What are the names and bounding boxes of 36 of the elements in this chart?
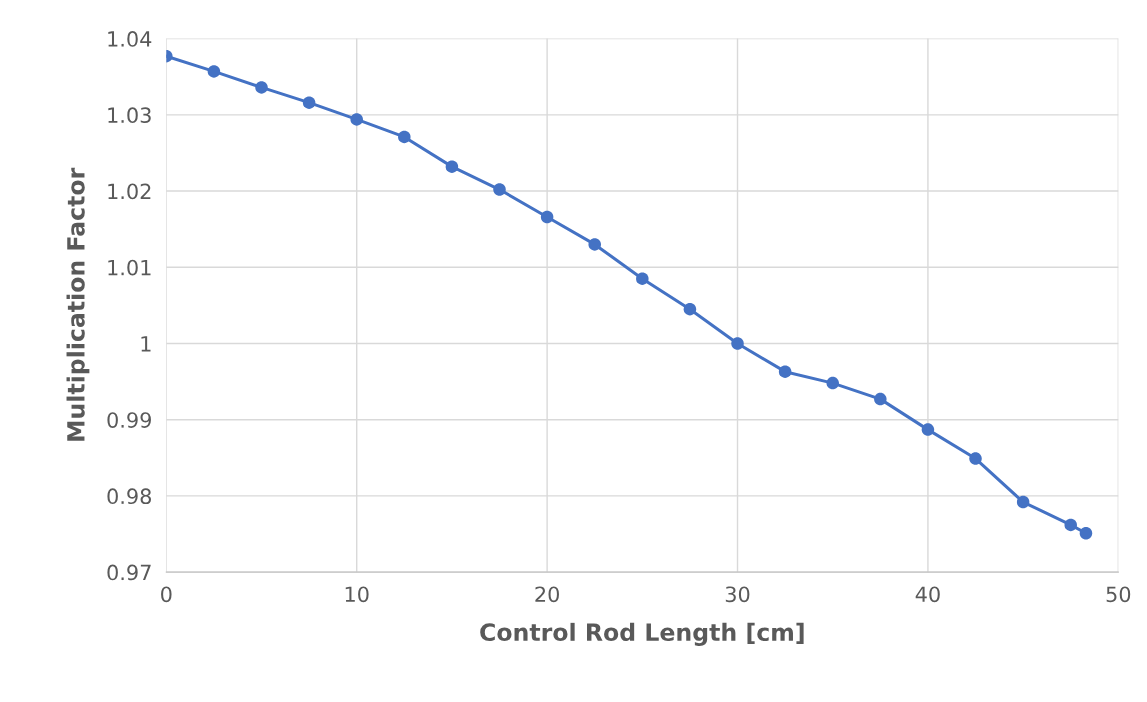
point — [683, 302, 697, 316]
point — [921, 423, 935, 436]
point — [207, 65, 221, 78]
point — [969, 452, 982, 465]
x-tick-label: 30 — [725, 586, 750, 603]
point — [826, 376, 839, 390]
x-tick-label: 0 — [161, 586, 172, 603]
point — [493, 183, 506, 196]
point — [255, 81, 268, 94]
y-tick-label: 1.01 — [108, 259, 151, 276]
x-tick-label: 40 — [915, 586, 940, 603]
y-tick-label: 0.97 — [107, 564, 151, 581]
point — [778, 365, 792, 378]
point — [1079, 527, 1093, 540]
y-tick-label: 1.03 — [108, 107, 151, 124]
y-tick-label: 1.04 — [108, 31, 152, 47]
point — [1064, 518, 1077, 532]
point — [398, 130, 411, 144]
point — [445, 160, 459, 173]
point — [1016, 495, 1030, 509]
y-axis-title: Multiplication Factor — [66, 167, 90, 441]
y-tick-label: 0.99 — [107, 412, 151, 428]
x-tick-label: 20 — [535, 586, 559, 603]
point — [636, 272, 649, 285]
point — [731, 337, 744, 350]
point — [588, 238, 601, 251]
point — [350, 113, 363, 126]
y-tick-label: 0.98 — [107, 488, 151, 505]
point — [540, 210, 554, 224]
x-tick-label: 10 — [345, 586, 369, 603]
x-axis-title: Control Rod Length [cm] — [480, 622, 804, 646]
y-tick-label: 1 — [141, 336, 151, 352]
point — [874, 392, 887, 406]
point — [302, 96, 316, 109]
y-tick-label: 1.02 — [108, 183, 151, 200]
x-tick-label: 50 — [1106, 586, 1131, 603]
